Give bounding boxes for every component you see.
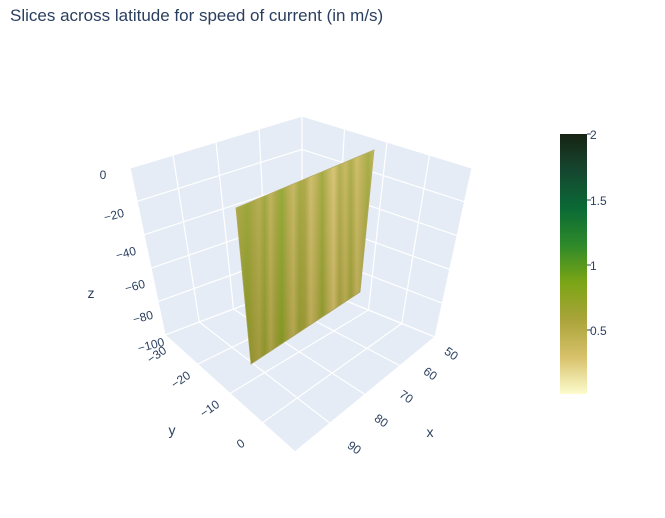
y-tick-label: 0 bbox=[234, 436, 248, 451]
floor bbox=[165, 283, 435, 452]
z-axis: 0 −20 −40 −60 −80 −100 z bbox=[88, 168, 167, 355]
z-tick-label: −80 bbox=[131, 308, 155, 327]
z-tick-label: 0 bbox=[100, 168, 107, 182]
z-tick-label: −100 bbox=[136, 335, 166, 356]
y-tick-label: −20 bbox=[168, 368, 193, 391]
x-tick-label: 50 bbox=[442, 344, 461, 363]
colorbar-scale bbox=[560, 134, 587, 394]
colorbar-tick-label: 0.5 bbox=[590, 324, 607, 338]
z-tick-label: −20 bbox=[102, 206, 126, 225]
x-tick-label: 60 bbox=[421, 364, 440, 383]
colorbar: 2 1.5 1 0.5 bbox=[560, 128, 607, 394]
colorbar-tick-label: 2 bbox=[590, 128, 597, 142]
z-tick-label: −40 bbox=[114, 244, 138, 263]
y-axis-title: y bbox=[169, 422, 176, 438]
x-axis-title: x bbox=[427, 424, 434, 440]
slice-surface[interactable] bbox=[235, 149, 375, 365]
x-tick-label: 70 bbox=[397, 387, 416, 406]
x-tick-label: 90 bbox=[345, 438, 364, 457]
chart-title: Slices across latitude for speed of curr… bbox=[10, 6, 384, 25]
z-tick-label: −60 bbox=[123, 277, 147, 296]
z-axis-title: z bbox=[88, 285, 95, 301]
x-tick-label: 80 bbox=[372, 411, 391, 430]
colorbar-tick-label: 1.5 bbox=[590, 194, 607, 208]
y-tick-label: −10 bbox=[197, 397, 222, 420]
colorbar-tick-label: 1 bbox=[590, 259, 597, 273]
